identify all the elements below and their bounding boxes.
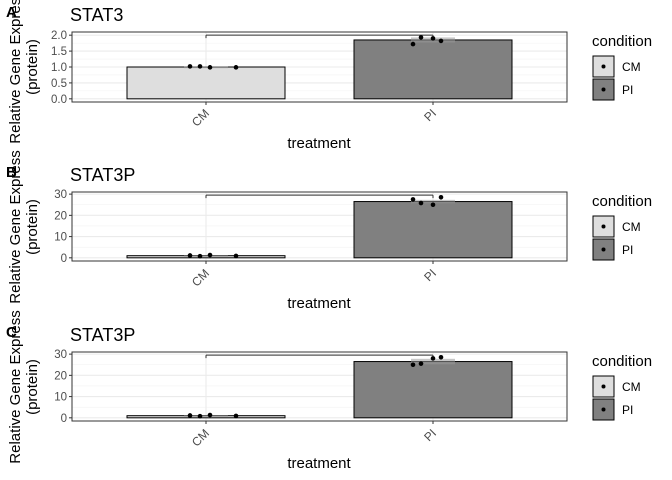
y-axis-label-line: Relative Gene Express [7,150,24,303]
legend-title: condition [592,33,652,50]
data-point-cm [207,412,213,418]
y-axis-label: Relative Gene Express(protein) [7,310,41,463]
data-point-pi [438,38,444,44]
error-band-cm [184,67,228,69]
legend-label-pi: PI [622,243,633,257]
panel-letter: B [6,164,17,181]
plot-border [71,191,568,262]
y-axis-label-line: Relative Gene Express [7,310,24,463]
legend-key-point [601,87,606,92]
panel-a: 0.0 0.5 1.0 1.5 2.0 CM PI treatment STAT3 Relativ… [6,0,652,152]
data-point-cm [187,413,193,418]
legend-label-cm: CM [622,220,641,234]
y-tick-label: 30 [54,189,67,201]
legend-label-cm: CM [622,380,641,394]
x-tick-label: PI [421,426,439,444]
data-point-cm [207,252,213,258]
legend-key-point [601,64,606,69]
data-point-cm [233,253,239,259]
panel-c: 0 10 20 30 CM PI treatment STAT3P Relative Gene … [6,310,652,472]
y-axis-label-line: (protein) [24,199,41,255]
x-tick-label: PI [421,266,439,284]
panel-letter: C [6,324,17,341]
data-point-cm [197,64,203,69]
data-point-pi [418,35,424,40]
x-tick-label: CM [189,106,212,129]
data-point-cm [207,65,213,70]
data-point-pi [438,195,444,200]
data-point-cm [197,413,203,419]
y-tick-label: 0.0 [51,94,67,106]
bar-pi [353,39,513,100]
y-tick-label: 30 [54,349,67,361]
plot-border [71,351,568,422]
bar-cm [126,66,286,100]
x-tick-label: CM [189,426,212,449]
legend-title: condition [592,193,652,210]
data-point-pi [418,361,424,366]
y-tick-label: 2.0 [51,30,67,42]
y-tick-label: 0 [61,413,67,425]
y-axis-label-line: (protein) [24,359,41,415]
data-point-pi [410,197,416,202]
data-point-cm [233,65,239,70]
y-tick-label: 10 [54,232,67,244]
panel-b: 0 10 20 30 CM PI treatment STAT3P Relative Gene … [6,150,652,312]
data-point-cm [233,413,239,419]
y-tick-label: 1.0 [51,62,67,74]
legend-label-cm: CM [622,60,641,74]
y-axis-label-line: Relative Gene Express [7,0,24,144]
y-tick-label: 0 [61,253,67,265]
bar-pi [353,201,513,259]
panel-title: STAT3 [70,5,123,25]
x-tick-label: CM [189,266,212,289]
panel-title: STAT3P [70,325,135,345]
data-point-pi [410,41,416,47]
legend-title: condition [592,353,652,370]
data-point-pi [410,362,416,368]
y-axis-label-line: (protein) [24,39,41,95]
data-point-cm [187,253,193,258]
data-point-pi [430,202,436,208]
data-point-cm [197,253,203,259]
bar-pi [353,361,513,419]
x-axis-label: treatment [287,135,351,152]
data-point-pi [438,355,444,360]
x-axis-label: treatment [287,295,351,312]
legend-label-pi: PI [622,83,633,97]
y-axis-label: Relative Gene Express(protein) [7,0,41,144]
legend-key-point [601,407,606,412]
y-tick-label: 1.5 [51,46,67,58]
legend-key-point [601,247,606,252]
y-axis-label: Relative Gene Express(protein) [7,150,41,303]
data-point-cm [187,64,193,69]
data-point-pi [430,356,436,361]
x-tick-label: PI [421,106,439,124]
data-point-pi [430,36,436,41]
data-point-pi [418,200,424,206]
y-tick-label: 20 [54,210,67,222]
y-tick-label: 20 [54,370,67,382]
panel-letter: A [6,4,17,21]
panel-title: STAT3P [70,165,135,185]
legend-label-pi: PI [622,403,633,417]
y-tick-label: 0.5 [51,78,67,90]
legend-key-point [601,224,606,229]
x-axis-label: treatment [287,455,351,472]
y-tick-label: 10 [54,392,67,404]
legend-key-point [601,384,606,389]
